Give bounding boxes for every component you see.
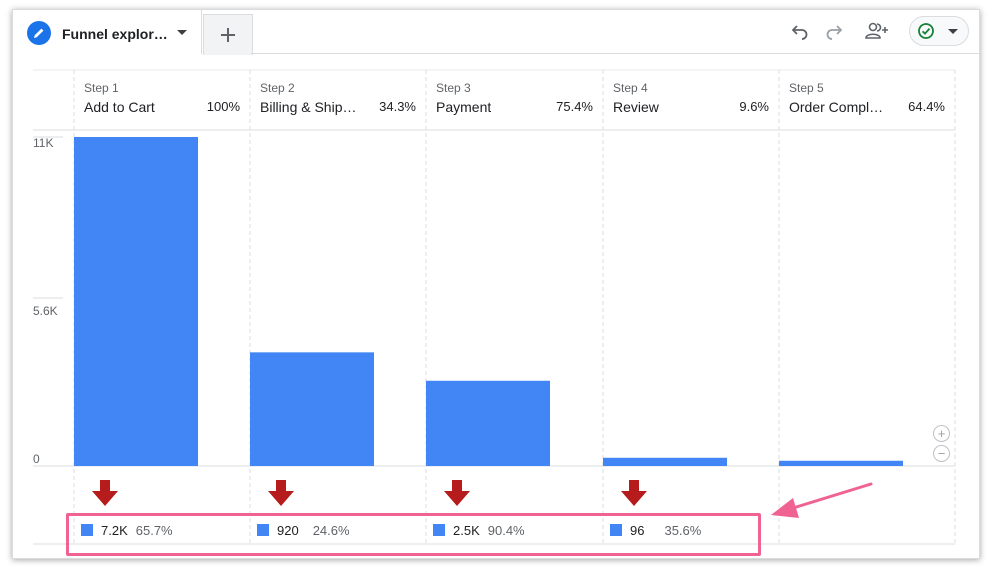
share-button[interactable]: [862, 18, 892, 44]
y-axis-label-mid: 5.6K: [33, 304, 58, 318]
step-completion-rate: 34.3%: [379, 99, 416, 114]
plus-icon: [221, 28, 235, 42]
zoom-out-button[interactable]: −: [933, 445, 950, 462]
tabstrip-divider: [251, 53, 979, 54]
abandonment-cell-2[interactable]: 920 24.6%: [257, 516, 350, 544]
bar-step-2: [250, 352, 374, 466]
funnel-exploration-panel: Funnel explor… 11K 5.6K: [12, 9, 980, 559]
share-person-icon: [865, 22, 888, 39]
step-number: Step 1: [84, 81, 119, 95]
step-number: Step 2: [260, 81, 295, 95]
step-name: Payment: [436, 99, 492, 115]
abandonment-rate: 35.6%: [664, 522, 702, 538]
step-number: Step 3: [436, 81, 471, 95]
drop-arrow-icon: [92, 480, 118, 506]
step-header-3[interactable]: Step 3 Payment 75.4%: [426, 72, 603, 130]
bar-step-3: [426, 380, 550, 466]
step-name: Order Comple…: [789, 99, 889, 115]
undo-button[interactable]: [787, 18, 813, 44]
zoom-in-icon: +: [937, 426, 946, 441]
chart-bars: [74, 137, 903, 466]
funnel-chart: [33, 69, 956, 545]
drop-arrow-icon: [621, 480, 647, 506]
caret-down-icon: [948, 29, 958, 34]
undo-icon: [791, 25, 808, 40]
drop-arrow-icon: [268, 480, 294, 506]
tab-funnel-exploration[interactable]: Funnel explor…: [13, 10, 202, 54]
step-name: Add to Cart: [84, 99, 155, 115]
abandonment-cell-4[interactable]: 96 35.6%: [610, 516, 701, 544]
step-completion-rate: 64.4%: [908, 99, 945, 114]
step-header-4[interactable]: Step 4 Review 9.6%: [603, 72, 779, 130]
step-completion-rate: 75.4%: [556, 99, 593, 114]
tab-title: Funnel explor…: [62, 26, 168, 42]
abandonment-count: 7.2K: [101, 522, 128, 538]
drop-arrows: [92, 480, 647, 506]
bar-step-4: [603, 457, 727, 466]
drop-arrow-icon: [444, 480, 470, 506]
step-header-5[interactable]: Step 5 Order Comple… 64.4%: [779, 72, 955, 130]
caret-down-icon[interactable]: [177, 30, 187, 35]
y-axis-label-max: 11K: [33, 136, 54, 150]
abandonment-rate: 90.4%: [487, 522, 525, 538]
abandonment-rate: 65.7%: [135, 522, 173, 538]
abandonment-rate: 24.6%: [312, 522, 350, 538]
zoom-out-icon: −: [937, 446, 946, 461]
step-completion-rate: 100%: [206, 99, 240, 114]
step-name: Review: [613, 99, 659, 115]
series-swatch: [610, 524, 622, 536]
step-number: Step 4: [613, 81, 648, 95]
step-header-2[interactable]: Step 2 Billing & Ship… 34.3%: [250, 72, 426, 130]
redo-button[interactable]: [821, 18, 847, 44]
abandonment-count: 96: [630, 522, 645, 538]
add-tab-button[interactable]: [203, 14, 253, 55]
step-completion-rate: 9.6%: [739, 99, 769, 114]
bar-step-1: [74, 137, 198, 466]
abandonment-cell-1[interactable]: 7.2K 65.7%: [81, 516, 173, 544]
check-circle-icon: [918, 23, 934, 39]
redo-icon: [826, 25, 843, 40]
step-number: Step 5: [789, 81, 824, 95]
zoom-in-button[interactable]: +: [933, 425, 950, 442]
abandonment-count: 920: [277, 522, 299, 538]
series-swatch: [433, 524, 445, 536]
y-axis-label-zero: 0: [33, 452, 40, 466]
series-swatch: [81, 524, 93, 536]
series-swatch: [257, 524, 269, 536]
abandonment-highlight-box: [66, 513, 761, 556]
status-dropdown[interactable]: [909, 16, 969, 46]
abandonment-count: 2.5K: [453, 522, 480, 538]
abandonment-cell-3[interactable]: 2.5K 90.4%: [433, 516, 525, 544]
pencil-icon[interactable]: [27, 21, 51, 45]
step-header-1[interactable]: Step 1 Add to Cart 100%: [74, 72, 250, 130]
bar-step-5: [779, 460, 903, 466]
annotation-arrow: [771, 482, 873, 518]
step-name: Billing & Ship…: [260, 99, 357, 115]
